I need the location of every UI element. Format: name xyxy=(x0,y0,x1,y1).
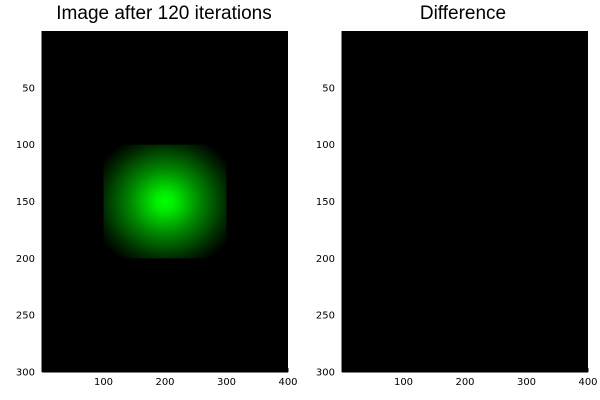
y-tick-label: 150 xyxy=(16,197,35,208)
y-tick-label: 300 xyxy=(16,368,35,379)
y-tick-label: 50 xyxy=(22,83,35,94)
y-tick-label: 250 xyxy=(316,311,335,322)
x-tick-label: 100 xyxy=(94,377,113,388)
x-tick-label: 200 xyxy=(455,377,474,388)
heatmap-green-patch xyxy=(103,144,227,259)
chart-title: Image after 120 iterations xyxy=(56,3,271,24)
y-tick-label: 50 xyxy=(322,83,335,94)
y-tick-label: 100 xyxy=(16,140,35,151)
x-tick-label: 300 xyxy=(217,377,236,388)
y-tick-label: 250 xyxy=(16,311,35,322)
y-tick-label: 200 xyxy=(16,254,35,265)
x-tick-label: 300 xyxy=(517,377,536,388)
y-tick-label: 300 xyxy=(316,368,335,379)
chart-panel-2: Difference 50 100 150 200 250 300 100 200 300 400 xyxy=(316,3,598,388)
y-tick-label: 100 xyxy=(316,140,335,151)
heatmap-background xyxy=(342,31,588,372)
chart-title: Difference xyxy=(420,3,506,24)
x-tick-label: 200 xyxy=(155,377,174,388)
y-tick-label: 200 xyxy=(316,254,335,265)
x-tick-label: 400 xyxy=(578,377,597,388)
x-tick-label: 100 xyxy=(394,377,413,388)
chart-panel-1: Image after 120 iterations 50 100 150 200 250… xyxy=(16,3,298,388)
x-tick-label: 400 xyxy=(278,377,297,388)
y-tick-label: 150 xyxy=(316,197,335,208)
